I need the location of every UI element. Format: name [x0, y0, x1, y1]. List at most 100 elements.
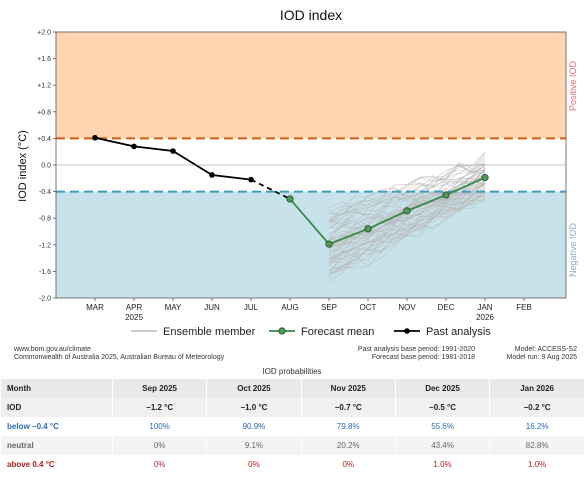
forecast-mean-point	[442, 191, 450, 199]
x-tick-label: OCT	[360, 303, 377, 312]
x-tick-year-label: 2025	[125, 313, 143, 322]
y-tick-label: -0.4	[39, 189, 51, 196]
ensemble-member-line	[328, 188, 486, 258]
positive-zone	[56, 32, 566, 139]
header-sep: Sep 2025	[111, 379, 207, 398]
row-label-below: below −0.4 °C	[0, 417, 113, 436]
ensemble-member-line	[328, 191, 486, 270]
y-tick-label: 0.0	[41, 163, 51, 170]
table-cell: 90.9%	[206, 417, 302, 436]
x-tick-label: JUL	[244, 303, 259, 312]
forecast-mean-point	[286, 195, 294, 203]
past-analysis-point	[170, 148, 176, 154]
credits-base-periods: Past analysis base period: 1991-2020 For…	[300, 346, 475, 362]
ensemble-member-line	[328, 152, 486, 220]
iod-chart: IOD index +2.0 +1.6 +1.2 +0.8 +0.4 0.0 -0.4 -0.…	[17, 7, 578, 338]
x-tick-label: MAY	[165, 303, 182, 312]
table-header-row: Month Sep 2025 Oct 2025 Nov 2025 Dec 202…	[0, 379, 584, 398]
table-cell: 1.0%	[489, 455, 584, 474]
header-dec: Dec 2025	[394, 379, 490, 398]
row-label-above: above 0.4 °C	[0, 455, 113, 474]
table-cell: −0.5 °C	[394, 398, 490, 417]
forecast-mean-point	[481, 174, 489, 182]
credit-model-run: Model run: 9 Aug 2025	[506, 354, 577, 361]
x-tick-label: JAN	[477, 303, 492, 312]
x-tick-label: FEB	[516, 303, 532, 312]
table-cell: 0%	[111, 436, 207, 455]
x-tick-label: JUN	[204, 303, 220, 312]
forecast-mean-point	[364, 225, 372, 233]
ensemble-member-line	[328, 171, 486, 220]
table-cell: 82.8%	[489, 436, 584, 455]
header-oct: Oct 2025	[206, 379, 302, 398]
threshold-lines	[56, 137, 566, 193]
y-tick-label: -1.2	[39, 242, 51, 249]
credits-model: Model: ACCESS-S2 Model run: 9 Aug 2025	[480, 346, 577, 362]
credits-source: www.bom.gov.au/climate Commonwealth of A…	[14, 346, 224, 362]
table-cell: 43.4%	[394, 436, 490, 455]
forecast-mean-point	[325, 240, 333, 248]
ensemble-member-line	[328, 188, 486, 264]
ensemble-member-line	[328, 163, 486, 229]
series-lines	[92, 134, 489, 248]
legend-label: Forecast mean	[301, 326, 374, 338]
forecast-mean-point	[403, 207, 411, 215]
y-tick-label: -1.6	[39, 269, 51, 276]
probabilities-title: IOD probabilities	[262, 367, 322, 376]
x-tick-label: DEC	[438, 303, 455, 312]
ensemble-member-line	[328, 180, 486, 256]
forecast-mean-line	[289, 176, 486, 246]
x-tick-label: NOV	[398, 303, 416, 312]
table-cell: 0%	[300, 455, 396, 474]
x-tick-label: MAR	[86, 303, 104, 312]
legend-label: Past analysis	[426, 326, 491, 338]
x-tick-year-label: 2026	[476, 313, 494, 322]
ensemble-member-line	[328, 166, 486, 230]
y-tick-label: +1.6	[37, 56, 51, 63]
table-cell: 0%	[206, 455, 302, 474]
table-row: neutral 0% 9.1% 20.2% 43.4% 82.8%	[0, 436, 584, 455]
y-axis-label: IOD index (°C)	[17, 130, 29, 202]
credit-model: Model: ACCESS-S2	[514, 346, 577, 353]
legend: Ensemble member Forecast mean Past analysi…	[131, 326, 491, 338]
y-tick-label: +0.4	[37, 136, 51, 143]
table-row: below −0.4 °C 100% 90.9% 79.8% 55.6% 16.…	[0, 417, 584, 436]
past-analysis-point	[92, 134, 98, 141]
ensemble-member-line	[328, 179, 486, 261]
table-cell: −1.0 °C	[206, 398, 302, 417]
past-analysis-point	[209, 172, 215, 178]
ensemble-members	[328, 151, 486, 282]
header-nov: Nov 2025	[300, 379, 396, 398]
row-label-neutral: neutral	[0, 436, 113, 455]
ensemble-member-line	[328, 169, 486, 226]
ensemble-member-line	[328, 191, 486, 275]
legend-swatch-marker	[404, 328, 410, 334]
legend-swatch-marker	[278, 327, 286, 335]
table-cell: 9.1%	[206, 436, 302, 455]
row-label-iod: IOD	[0, 398, 113, 417]
table-cell: 79.8%	[300, 417, 396, 436]
table-cell: 100%	[111, 417, 207, 436]
header-jan: Jan 2026	[489, 379, 584, 398]
table-cell: −1.2 °C	[111, 398, 207, 417]
x-tick-label: SEP	[321, 303, 337, 312]
y-tick-label: -0.8	[39, 216, 51, 223]
axes: +2.0 +1.6 +1.2 +0.8 +0.4 0.0 -0.4 -0.8 -1.2 -1.6 -…	[37, 30, 567, 322]
table-row: IOD −1.2 °C −1.0 °C −0.7 °C −0.5 °C −0.2…	[0, 398, 584, 417]
chart-title: IOD index	[280, 7, 342, 23]
credit-forecast-base: Forecast base period: 1981-2018	[371, 354, 475, 361]
y-tick-label: +1.2	[37, 83, 51, 90]
table-cell: 55.6%	[394, 417, 490, 436]
y-tick-label: +2.0	[37, 30, 51, 37]
ensemble-member-line	[328, 164, 486, 215]
ensemble-member-line	[328, 195, 486, 271]
probabilities-table: Month Sep 2025 Oct 2025 Nov 2025 Dec 202…	[0, 379, 584, 474]
credit-url: www.bom.gov.au/climate	[14, 346, 91, 353]
x-tick-label: AUG	[281, 303, 298, 312]
past-analysis-point	[248, 176, 254, 183]
transition-connector	[250, 178, 291, 200]
past-analysis-point	[131, 143, 137, 150]
table-cell: 0%	[111, 455, 207, 474]
table-cell: 20.2%	[300, 436, 396, 455]
negative-iod-label: Negative IOD	[568, 222, 578, 277]
